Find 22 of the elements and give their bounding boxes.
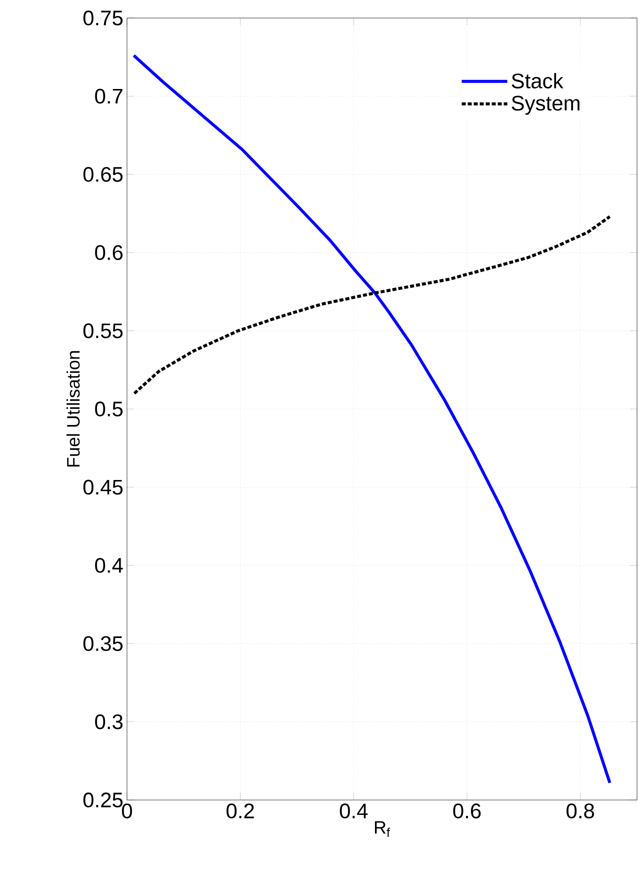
y-tick-label: 0.4 — [95, 558, 123, 573]
y-axis-title: Fuel Utilisation — [66, 351, 80, 467]
legend-label: Stack — [512, 73, 564, 88]
x-tick-label: 0.2 — [226, 804, 254, 818]
line-series — [132, 215, 612, 395]
x-tick-label: 0.8 — [566, 804, 594, 818]
y-tick-label: 0.55 — [83, 323, 123, 338]
line-series — [132, 54, 612, 784]
y-tick-label: 0.25 — [83, 792, 123, 808]
y-tick-label: 0.35 — [83, 636, 123, 652]
y-tick-label: 0.5 — [95, 402, 123, 416]
y-tick-label: 0.6 — [95, 245, 123, 260]
x-tick-label: 0 — [122, 804, 132, 818]
y-tick-label: 0.65 — [83, 166, 123, 182]
legend-label: System — [512, 96, 580, 115]
y-tick-label: 0.7 — [95, 88, 122, 104]
x-tick-label: 0.6 — [453, 804, 481, 818]
y-tick-label: 0.45 — [83, 480, 123, 495]
y-tick-label: 0.3 — [95, 714, 123, 730]
y-tick-label: 0.75 — [83, 10, 123, 26]
x-tick-label: 0.4 — [340, 804, 368, 818]
x-axis-title: R$_{f}$ — [374, 821, 390, 837]
